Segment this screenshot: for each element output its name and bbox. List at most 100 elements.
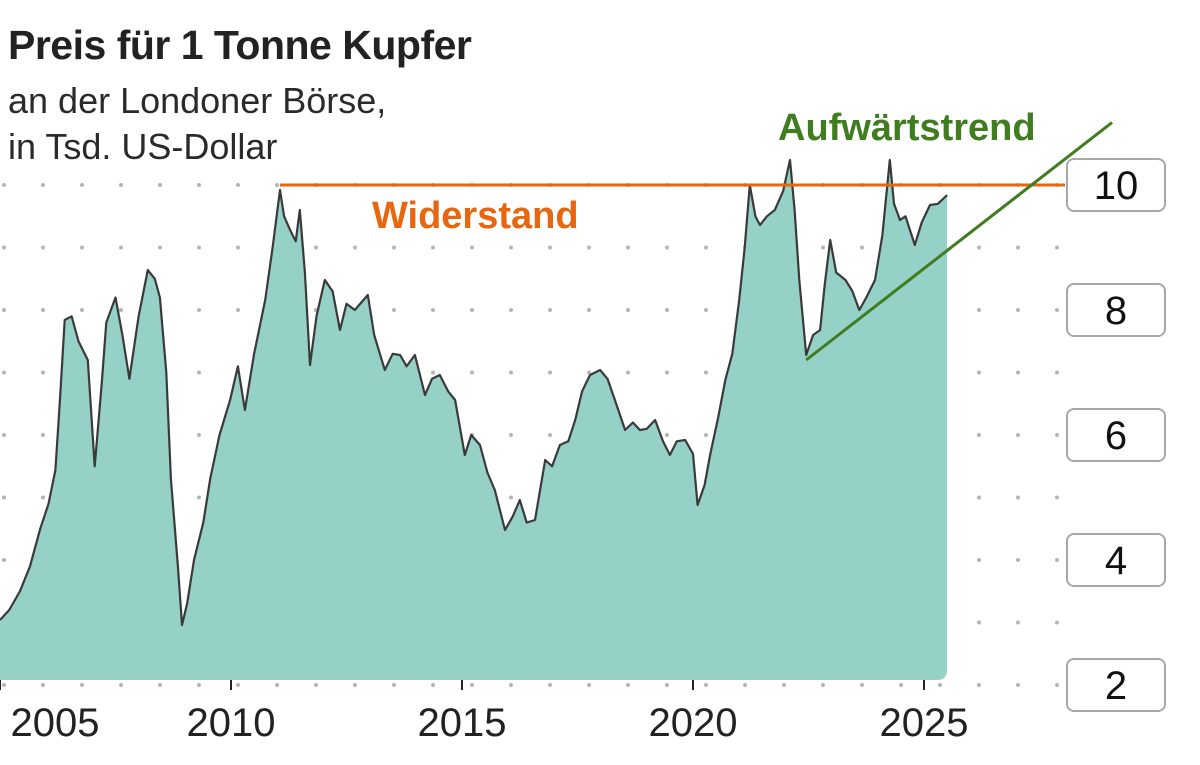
grid-dot xyxy=(236,183,240,187)
grid-dot xyxy=(2,308,6,312)
grid-dot xyxy=(509,308,513,312)
grid-dot xyxy=(431,245,435,250)
grid-dot xyxy=(2,558,6,562)
grid-dot xyxy=(509,495,513,500)
grid-dot xyxy=(197,183,201,187)
grid-dot xyxy=(41,183,45,187)
grid-dot xyxy=(704,308,708,312)
grid-dot xyxy=(1016,558,1020,562)
y-tick-label: 10 xyxy=(1094,164,1139,208)
grid-dot xyxy=(821,245,825,250)
grid-dot xyxy=(392,308,396,312)
y-tick-box xyxy=(1066,533,1166,587)
y-tick: 6 xyxy=(1066,408,1166,462)
x-tick-label: 2015 xyxy=(418,701,507,745)
grid-dot xyxy=(1055,308,1059,312)
grid-dot xyxy=(41,433,45,437)
grid-dot xyxy=(431,683,435,687)
grid-dot xyxy=(197,495,201,500)
grid-dot xyxy=(1055,495,1059,500)
x-tick-label: 2025 xyxy=(880,701,969,745)
grid-dot xyxy=(626,308,630,312)
grid-dot xyxy=(821,683,825,687)
grid-dot xyxy=(119,683,123,687)
grid-dot xyxy=(1016,245,1020,250)
grid-dot xyxy=(977,308,981,312)
grid-dot xyxy=(509,245,513,250)
grid-dot xyxy=(1016,433,1020,437)
grid-dot xyxy=(587,245,591,250)
grid-dot xyxy=(977,245,981,250)
grid-dot xyxy=(860,245,864,250)
chart-subtitle-line-2: in Tsd. US-Dollar xyxy=(8,126,278,167)
grid-dot xyxy=(587,683,591,687)
grid-dot xyxy=(548,308,552,312)
grid-dot xyxy=(470,683,474,687)
grid-dot xyxy=(1055,433,1059,437)
grid-dot xyxy=(1016,495,1020,500)
grid-dot xyxy=(470,370,474,375)
grid-dot xyxy=(470,308,474,312)
y-tick-label: 2 xyxy=(1105,664,1127,708)
y-tick: 4 xyxy=(1066,533,1166,587)
grid-dot xyxy=(275,683,279,687)
grid-dot xyxy=(41,495,45,500)
chart-subtitle-line-1: an der Londoner Börse, xyxy=(8,80,387,121)
y-tick: 8 xyxy=(1066,283,1166,337)
grid-dot xyxy=(548,370,552,375)
grid-dot xyxy=(314,245,318,250)
grid-dot xyxy=(41,308,45,312)
grid-dot xyxy=(158,683,162,687)
grid-dot xyxy=(704,683,708,687)
grid-dot xyxy=(626,370,630,375)
grid-dot xyxy=(275,183,279,187)
grid-dot xyxy=(158,245,162,250)
grid-dot xyxy=(743,683,747,687)
grid-dot xyxy=(509,433,513,437)
grid-dot xyxy=(665,683,669,687)
grid-dot xyxy=(860,683,864,687)
y-tick-label: 6 xyxy=(1105,414,1127,458)
grid-dot xyxy=(236,245,240,250)
price-line xyxy=(0,158,948,627)
grid-dot xyxy=(977,370,981,375)
grid-dot xyxy=(665,245,669,250)
grid-dot xyxy=(2,433,6,437)
grid-dot xyxy=(431,370,435,375)
x-tick-label: 2020 xyxy=(649,701,738,745)
grid-dot xyxy=(1016,683,1020,687)
grid-dot xyxy=(665,370,669,375)
x-tick-label: 2010 xyxy=(187,701,276,745)
grid-dot xyxy=(587,308,591,312)
grid-dot xyxy=(704,433,708,437)
y-tick-box xyxy=(1066,408,1166,462)
grid-dot xyxy=(197,683,201,687)
grid-dot xyxy=(704,370,708,375)
grid-dot xyxy=(80,683,84,687)
grid-dot xyxy=(2,183,6,187)
y-tick: 2 xyxy=(1066,658,1166,712)
grid-dot xyxy=(704,245,708,250)
grid-dot xyxy=(509,683,513,687)
grid-dot xyxy=(2,683,6,687)
grid-dot xyxy=(2,370,6,375)
grid-dot xyxy=(80,308,84,312)
resistance-label: Widerstand xyxy=(372,195,579,237)
grid-dot xyxy=(626,683,630,687)
grid-dot xyxy=(41,683,45,687)
grid-dot xyxy=(782,683,786,687)
grid-dot xyxy=(665,433,669,437)
grid-dot xyxy=(1016,370,1020,375)
grid-dot xyxy=(548,245,552,250)
grid-dot xyxy=(80,183,84,187)
grid-dot xyxy=(236,308,240,312)
grid-dot xyxy=(119,308,123,312)
grid-dot xyxy=(392,683,396,687)
grid-dot xyxy=(899,683,903,687)
grid-dot xyxy=(509,370,513,375)
grid-dot xyxy=(1055,370,1059,375)
grid-dot xyxy=(80,245,84,250)
chart-title: Preis für 1 Tonne Kupfer xyxy=(8,22,472,68)
grid-dot xyxy=(2,245,6,250)
grid-dot xyxy=(1055,245,1059,250)
